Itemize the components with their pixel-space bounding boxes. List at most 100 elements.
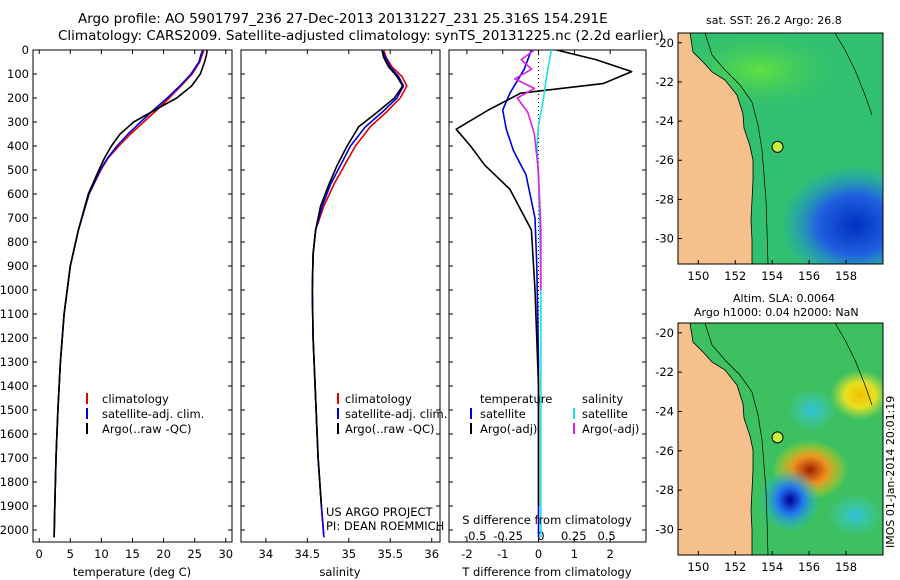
map-lon-tick-label: 152 [724,269,746,283]
s-difference-series-satellite [536,50,553,538]
sla-map-frame [677,322,884,556]
legend-label-climatology: climatology [345,392,412,406]
legend-swatch-climatology [86,393,88,404]
temperature-y-tick-label: 1400 [0,379,29,393]
temperature-y-tick-label: 800 [7,235,29,249]
salinity-series-argo-raw-qc [311,50,404,507]
salinity-plot-frame [240,49,441,543]
temperature-y-tick-label: 1700 [0,451,29,465]
temperature-y-tick-label: 600 [7,187,29,201]
s-difference-tick-label: -0.25 [493,529,523,543]
map-lat-tick-label: -30 [655,232,674,246]
salinity-x-tick-label: 35.5 [377,547,403,561]
sla-negative-anomaly [787,388,837,432]
difference-panel: -2 -1 0 1 2-0.5 -0.25 0 0.25 0.5 T difference fr… [448,49,647,579]
map-lat-tick-label: -28 [655,192,674,206]
sla-map-title-1: Altim. SLA: 0.0064 [733,292,836,305]
difference-x-tick-label: -2 [461,547,472,561]
map-lat-tick-label: -20 [655,326,674,340]
legend-swatch-argo [337,423,339,434]
temperature-x-tick-label: 5 [67,547,74,561]
legend-swatch-climatology [337,393,339,404]
temperature-panel: 0 5 10 15 20 25 300100200300400500600700800900… [0,43,233,579]
salinity-x-tick-label: 34.5 [295,547,321,561]
t-difference-series-argo-adj [455,50,633,506]
temperature-x-tick-label: 10 [94,547,109,561]
map-lon-tick-label: 150 [687,560,709,574]
legend-label-t-satellite: satellite [480,407,526,421]
temperature-y-tick-label: 300 [7,115,29,129]
sst-map-frame [677,32,884,265]
temperature-y-tick-label: 700 [7,211,29,225]
salinity-x-tick-label: 36 [424,547,439,561]
temperature-y-tick-label: 900 [7,259,29,273]
temperature-axis-label: temperature (deg C) [73,565,191,579]
legend-swatch-argo [86,423,88,434]
legend-label-argo: Argo(..raw -QC) [345,422,435,436]
difference-x-tick-label: 0 [535,547,542,561]
salinity-x-tick-label: 34 [259,547,274,561]
map-lat-tick-label: -22 [655,365,674,379]
depth-contour [834,33,873,116]
land-mass [678,323,754,555]
salinity-legend: climatology satellite-adj. clim. Argo(..… [337,392,447,436]
map-lat-tick-label: -24 [655,404,674,418]
temperature-x-tick-label: 20 [156,547,171,561]
t-difference-series-satellite [501,50,540,538]
salinity-panel: 34 34.5 35 35.5 36 salinity climatology sate… [240,49,447,579]
sla-map-title-2: Argo h1000: 0.04 h2000: NaN [694,306,859,319]
t-difference-axis-label: T difference from climatology [461,565,632,579]
map-lon-tick-label: 150 [687,269,709,283]
s-difference-tick-label: 0.5 [597,529,615,543]
legend-swatch-satellite-adj [86,408,88,419]
map-lat-tick-label: -26 [655,444,674,458]
temperature-x-tick-label: 25 [187,547,202,561]
legend-title-salinity: salinity [582,392,623,406]
map-lat-tick-label: -26 [655,153,674,167]
pi-label: PI: DEAN ROEMMICH [326,519,444,533]
sst-cool-water [780,165,883,264]
project-label: US ARGO PROJECT [326,505,434,519]
depth-contour [704,323,769,555]
map-lon-tick-label: 154 [761,269,783,283]
temperature-y-tick-label: 200 [7,91,29,105]
legend-swatch-s-satellite [573,408,575,419]
legend-label-satellite-adj: satellite-adj. clim. [345,407,447,421]
sst-map-title: sat. SST: 26.2 Argo: 26.8 [706,14,842,27]
temperature-x-tick-label: 15 [125,547,140,561]
legend-label-t-argo: Argo(-adj) [480,422,537,436]
legend-swatch-t-argo [470,423,472,434]
map-lon-tick-label: 156 [798,560,820,574]
map-lat-tick-label: -24 [655,114,674,128]
temperature-y-tick-label: 1100 [0,307,29,321]
salinity-axis-label: salinity [319,565,360,579]
float-position-marker [771,140,784,153]
s-difference-tick-label: 0.25 [561,529,587,543]
temperature-y-tick-label: 1300 [0,355,29,369]
temperature-y-tick-label: 1000 [0,283,29,297]
temperature-y-tick-label: 1200 [0,331,29,345]
sst-map: 150 152 154 156 158 -20 -22 -24 -26 -28 -30 [655,32,884,283]
map-lat-tick-label: -28 [655,483,674,497]
legend-label-s-satellite: satellite [582,407,628,421]
float-position-marker [771,431,784,444]
temperature-x-tick-label: 0 [36,547,43,561]
temperature-y-tick-label: 1600 [0,427,29,441]
s-difference-axis-label: S difference from climatology [462,513,632,527]
difference-legend: temperature salinity satellite Argo(-adj… [470,392,639,436]
figure-title-line2: Climatology: CARS2009. Satellite-adjuste… [58,28,664,44]
temperature-y-tick-label: 1900 [0,499,29,513]
map-lon-tick-label: 156 [798,269,820,283]
difference-x-tick-label: 2 [607,547,614,561]
depth-contour [834,323,873,406]
legend-label-s-argo: Argo(-adj) [582,422,639,436]
difference-plot-frame [448,49,647,543]
legend-swatch-t-satellite [470,408,472,419]
sla-negative-anomaly [827,493,883,537]
temperature-series-argo-raw-qc [53,50,208,538]
map-lon-tick-label: 154 [761,560,783,574]
temperature-y-tick-label: 100 [7,67,29,81]
temperature-x-tick-label: 30 [218,547,233,561]
land-mass [678,33,754,264]
